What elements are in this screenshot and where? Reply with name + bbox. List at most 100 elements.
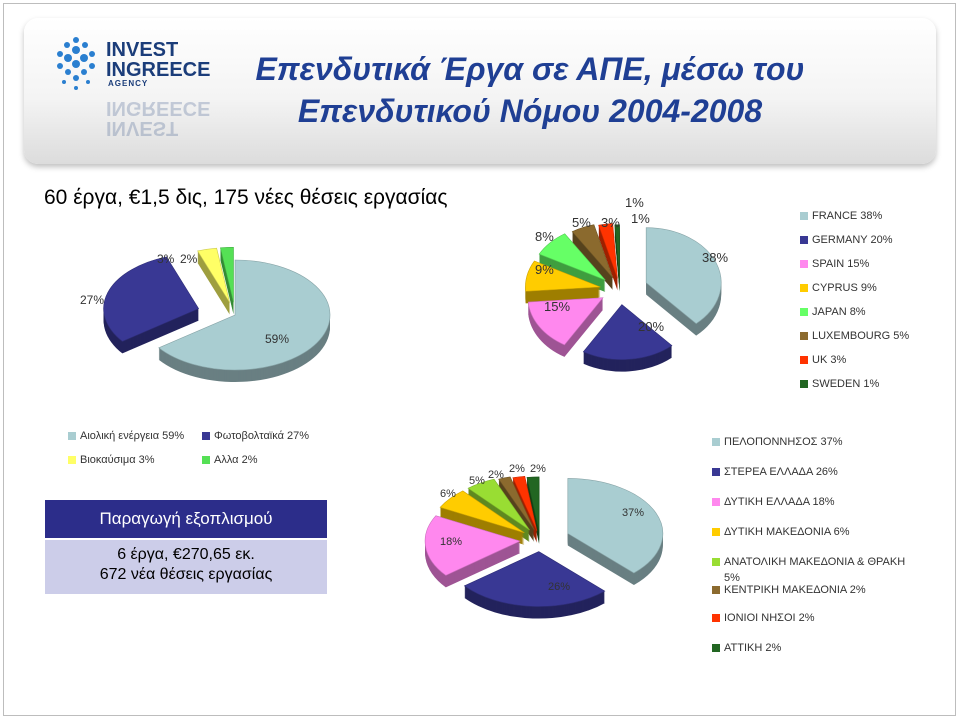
title-banner	[24, 18, 936, 164]
logo-mark-icon	[57, 37, 95, 90]
legend-swatch	[800, 236, 808, 245]
pie-value-label-ΑΝΑΤΟΛΙΚΗ ΜΑΚΕΔΟΝΙΑ & ΘΡΑΚΗ: 5%	[469, 475, 485, 487]
legend-swatch	[712, 558, 720, 567]
legend-label: Βιοκαύσιμα 3%	[80, 454, 155, 466]
pie-value-label-ΚΕΝΤΡΙΚΗ ΜΑΚΕΔΟΝΙΑ: 2%	[488, 469, 504, 481]
legend-swatch	[800, 212, 808, 221]
legend-label: ΑΝΑΤΟΛΙΚΗ ΜΑΚΕΔΟΝΙΑ & ΘΡΑΚΗ	[724, 556, 906, 568]
legend-swatch	[800, 332, 808, 341]
legend-item-ΑΤΤΙΚΗ: ΑΤΤΙΚΗ 2%	[712, 642, 781, 654]
pie-value-label-ΑΤΤΙΚΗ: 2%	[530, 463, 546, 475]
legend-label: ΠΕΛΟΠΟΝΝΗΣΟΣ 37%	[724, 436, 843, 448]
legend-swatch	[800, 308, 808, 317]
legend-label: Φωτοβολταϊκά 27%	[214, 430, 310, 442]
equipment-box-line-1: 6 έργα, €270,65 εκ.	[117, 546, 255, 563]
equipment-box-line-2: 672 νέα θέσεις εργασίας	[99, 566, 273, 583]
pie-slice-ΚΕΝΤΡΙΚΗ ΜΑΚΕΔΟΝΙΑ	[498, 476, 535, 531]
legend-item-ΑΝΑΤΟΛΙΚΗ ΜΑΚΕΔΟΝΙΑ & ΘΡΑΚΗ: ΑΝΑΤΟΛΙΚΗ ΜΑΚΕΔΟΝΙΑ & ΘΡΑΚΗ	[712, 556, 905, 568]
pie-chart-region: 37%26%18%6%5% 2% 2% 2%	[424, 463, 664, 619]
legend-label: UK 3%	[812, 354, 847, 366]
pie-slice-JAPAN	[538, 233, 606, 281]
pie-slice-Φωτοβολταϊκά	[103, 256, 200, 342]
pie-slice-ΑΤΤΙΚΗ	[526, 476, 540, 532]
slide-frame	[3, 3, 956, 716]
pie-value-label-LUXEMBOURG: 5%	[572, 215, 591, 230]
legend-item-SWEDEN: SWEDEN 1%	[800, 378, 879, 390]
logo-line-invest: INVEST	[106, 39, 179, 61]
legend-item-continued-value: 5%	[724, 572, 740, 584]
pie-slice-ΣΤΕΡΕΑ ΕΛΛΑΔΑ	[463, 551, 606, 607]
pie-value-label-ΔΥΤΙΚΗ ΜΑΚΕΔΟΝΙΑ: 6%	[440, 488, 456, 500]
legend-swatch	[800, 356, 808, 365]
pie-value-label-FRANCE: 38%	[702, 250, 728, 265]
legend-swatch	[712, 438, 720, 447]
pie-value-label-JAPAN: 8%	[535, 229, 554, 244]
legend-swatch	[712, 468, 720, 477]
legend-item-ΔΥΤΙΚΗ ΜΑΚΕΔΟΝΙΑ: ΔΥΤΙΚΗ ΜΑΚΕΔΟΝΙΑ 6%	[712, 526, 850, 538]
pie-value-label-Αλλα: 2%	[180, 252, 198, 266]
legend-label: ΔΥΤΙΚΗ ΕΛΛΑΔΑ 18%	[724, 496, 835, 508]
legend-swatch	[712, 644, 720, 653]
pie-slice-Βιοκαύσιμα	[197, 247, 231, 303]
pie-slice-Αιολική ενέργεια	[158, 259, 331, 371]
legend-swatch	[800, 284, 808, 293]
legend-swatch	[712, 498, 720, 507]
legend-swatch	[712, 614, 720, 623]
pie-value-label-ΙΟΝΙΟΙ ΝΗΣΟΙ: 2%	[509, 463, 525, 475]
legend-region: ΠΕΛΟΠΟΝΝΗΣΟΣ 37% ΣΤΕΡΕΑ ΕΛΛΑΔΑ 26% ΔΥΤΙΚΗ …	[712, 436, 952, 666]
logo-line-ingreece: INGREECE	[106, 59, 211, 81]
pie-slice-SPAIN	[527, 297, 604, 346]
pie-chart-technology: 59% 27% 3% 2%	[80, 246, 331, 382]
legend-swatch	[800, 380, 808, 389]
pie-value-label-ΔΥΤΙΚΗ ΕΛΛΑΔΑ: 18%	[440, 536, 462, 548]
pie-value-label-CYPRUS: 9%	[535, 262, 554, 277]
legend-item-Φωτοβολταϊκά: Φωτοβολταϊκά 27%	[202, 430, 309, 442]
pie-value-label-SPAIN: 15%	[544, 299, 570, 314]
legend-label: CYPRUS 9%	[812, 282, 877, 294]
legend-item-ΣΤΕΡΕΑ ΕΛΛΑΔΑ: ΣΤΕΡΕΑ ΕΛΛΑΔΑ 26%	[712, 466, 838, 478]
legend-swatch	[712, 528, 720, 537]
pie-slice-ΔΥΤΙΚΗ ΜΑΚΕΔΟΝΙΑ	[439, 490, 525, 534]
page-title-line-2: Επενδυτικού Νόμου 2004-2008	[297, 93, 763, 129]
legend-label: JAPAN 8%	[812, 306, 866, 318]
pie-slice-LUXEMBOURG	[571, 224, 614, 279]
pie-value-label-Φωτοβολταϊκά: 27%	[80, 293, 104, 307]
legend-item-ΠΕΛΟΠΟΝΝΗΣΟΣ: ΠΕΛΟΠΟΝΝΗΣΟΣ 37%	[712, 436, 843, 448]
logo-line-agency: AGENCY	[108, 79, 149, 88]
equipment-box-body: 6 έργα, €270,65 εκ. 672 νέα θέσεις εργασ…	[45, 540, 327, 594]
summary-subtitle: 60 έργα, €1,5 δις, 175 νέες θέσεις εργασ…	[44, 186, 448, 209]
legend-swatch	[202, 456, 210, 465]
pie-value-label-ΣΤΕΡΕΑ ΕΛΛΑΔΑ: 26%	[548, 581, 570, 593]
pie-slice-ΑΝΑΤΟΛΙΚΗ ΜΑΚΕΔΟΝΙΑ & ΘΡΑΚΗ	[467, 478, 530, 531]
legend-item-Αιολική ενέργεια: Αιολική ενέργεια 59%	[68, 430, 184, 442]
legend-swatch	[800, 260, 808, 269]
legend-country: FRANCE 38% GERMANY 20% SPAIN 15% CYPRUS 9% J…	[800, 210, 950, 400]
legend-label: ΣΤΕΡΕΑ ΕΛΛΑΔΑ 26%	[724, 466, 838, 478]
pie-value-label-ΠΕΛΟΠΟΝΝΗΣΟΣ: 37%	[622, 507, 644, 519]
legend-item-Αλλα: Αλλα 2%	[202, 454, 257, 466]
pie-slice-ΔΥΤΙΚΗ ΕΛΛΑΔΑ	[424, 515, 521, 576]
page-title: Επενδυτικά Έργα σε ΑΠΕ, μέσω του Επενδυτ…	[230, 48, 830, 132]
legend-label: FRANCE 38%	[812, 210, 883, 222]
legend-label: SWEDEN 1%	[812, 378, 880, 390]
legend-item-ΚΕΝΤΡΙΚΗ ΜΑΚΕΔΟΝΙΑ: ΚΕΝΤΡΙΚΗ ΜΑΚΕΔΟΝΙΑ 2%	[712, 584, 866, 596]
legend-item-GERMANY: GERMANY 20%	[800, 234, 893, 246]
legend-swatch	[712, 586, 720, 595]
legend-item-Βιοκαύσιμα: Βιοκαύσιμα 3%	[68, 454, 155, 466]
legend-item-CYPRUS: CYPRUS 9%	[800, 282, 877, 294]
legend-label: SPAIN 15%	[812, 258, 870, 270]
legend-item-LUXEMBOURG: LUXEMBOURG 5%	[800, 330, 909, 342]
pie-extra-label: 1%	[625, 195, 644, 210]
legend-label: Αλλα 2%	[214, 454, 258, 466]
legend-item-JAPAN: JAPAN 8%	[800, 306, 866, 318]
pie-slice-Αλλα	[220, 246, 234, 303]
pie-value-label-Αιολική ενέργεια: 59%	[265, 332, 289, 346]
pie-value-label-GERMANY: 20%	[638, 319, 664, 334]
legend-item-ΙΟΝΙΟΙ ΝΗΣΟΙ: ΙΟΝΙΟΙ ΝΗΣΟΙ 2%	[712, 612, 815, 624]
legend-item-FRANCE: FRANCE 38%	[800, 210, 882, 222]
legend-item-UK: UK 3%	[800, 354, 846, 366]
pie-slice-SWEDEN	[614, 224, 620, 280]
legend-label: GERMANY 20%	[812, 234, 893, 246]
pie-slice-UK	[598, 223, 618, 279]
pie-value-label-Βιοκαύσιμα: 3%	[157, 252, 175, 266]
